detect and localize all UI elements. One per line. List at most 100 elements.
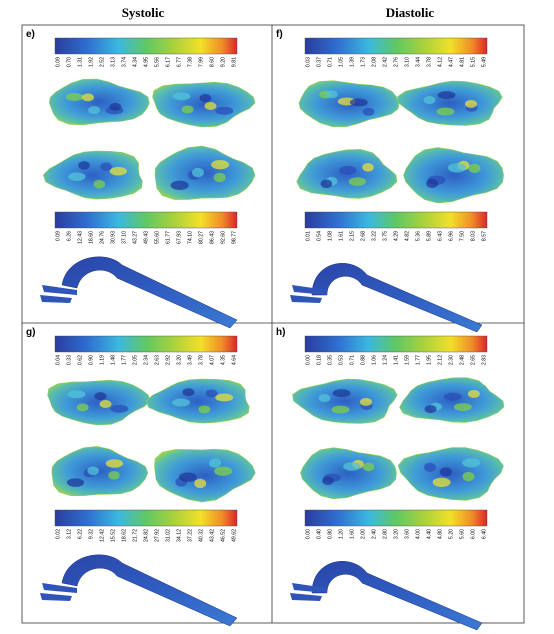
surface-render	[300, 447, 397, 500]
surface-shape	[47, 379, 151, 426]
colorbar-tick-label: 5.56	[154, 57, 160, 67]
surface-patch	[436, 107, 455, 116]
colorbar-tick-label: 6.00	[470, 529, 476, 539]
colorbar	[304, 211, 488, 229]
surface-patch	[194, 478, 207, 489]
surface-shape	[300, 447, 397, 500]
panel-label: h)	[276, 327, 285, 338]
colorbar-tick-label: 0.71	[349, 355, 355, 365]
colorbar-tick-label: 3.78	[426, 57, 432, 67]
surface-patch	[68, 172, 86, 181]
colorbar-tick-label: 3.75	[382, 231, 388, 241]
colorbar-tick-label: 2.52	[99, 57, 105, 67]
colorbar-tick-label: 18.60	[88, 231, 94, 244]
colorbar-tick-label: 1.24	[382, 355, 388, 365]
colorbar-tick-label: 3.49	[187, 355, 193, 365]
surface-patch	[209, 458, 222, 468]
colorbar-tick-label: 2.42	[382, 57, 388, 67]
colorbar-tick-label: 0.09	[55, 231, 61, 241]
panel-label: f)	[276, 29, 283, 40]
surface-patch	[172, 92, 191, 101]
vessel-shape	[61, 256, 238, 329]
colorbar-tick-label: 1.41	[393, 355, 399, 365]
surface-patch	[320, 179, 333, 189]
colorbar-tick-label: 0.04	[55, 355, 61, 365]
colorbar-tick-label: 3.13	[110, 57, 116, 67]
surface-render	[51, 446, 149, 497]
vessel-branch	[40, 285, 77, 303]
colorbar	[54, 211, 238, 229]
colorbar-tick-label: 1.59	[404, 355, 410, 365]
colorbar-tick-label: 4.12	[437, 57, 443, 67]
colorbar-tick-label: 2.08	[371, 57, 377, 67]
surface-patch	[318, 394, 331, 402]
surface-patch	[447, 163, 466, 173]
colorbar-tick-label: 7.38	[187, 57, 193, 67]
colorbar-tick-label: 0.54	[316, 231, 322, 241]
surface-patch	[93, 179, 106, 189]
colorbar-tick-label: 0.35	[327, 355, 333, 365]
colorbar-tick-label: 4.29	[393, 231, 399, 241]
colorbar-tick-label: 1.08	[327, 231, 333, 241]
colorbar-tick-label: 0.03	[305, 57, 311, 67]
colorbar-tick-label: 6.96	[448, 231, 454, 241]
colorbar-tick-label: 2.83	[481, 355, 487, 365]
colorbar-tick-label: 1.60	[349, 529, 355, 539]
colorbar	[304, 335, 488, 353]
surface-patch	[215, 106, 234, 115]
colorbar-tick-label: 2.65	[470, 355, 476, 365]
colorbar-tick-label: 7.50	[459, 231, 465, 241]
colorbar-tick-label: 40.32	[198, 529, 204, 542]
colorbar-tick-label: 4.80	[437, 529, 443, 539]
colorbar-tick-label: 49.62	[231, 529, 237, 542]
surface-patch	[349, 98, 368, 107]
colorbar	[304, 509, 488, 527]
colorbar-tick-label: 2.92	[165, 355, 171, 365]
vessel-shape	[61, 554, 238, 627]
panel-label: e)	[26, 29, 35, 40]
colorbar-tick-label: 4.95	[143, 57, 149, 67]
surface-patch	[468, 163, 481, 174]
colorbar-tick-label: 61.77	[165, 231, 171, 244]
surface-patch	[182, 388, 195, 397]
column-header: Diastolic	[386, 5, 435, 20]
surface-patch	[359, 397, 372, 406]
colorbar-tick-label: 30.93	[110, 231, 116, 244]
surface-patch	[109, 166, 127, 176]
colorbar-tick-label: 9.81	[231, 57, 237, 67]
surface-shape	[397, 80, 503, 126]
surface-patch	[325, 90, 338, 99]
colorbar-tick-label: 37.22	[187, 529, 193, 542]
colorbar-tick-label: 0.00	[305, 529, 311, 539]
surface-patch	[362, 107, 375, 116]
surface-patch	[105, 459, 124, 468]
surface-patch	[423, 462, 436, 472]
colorbar-tick-label: 3.20	[393, 529, 399, 539]
vessel-branch	[290, 583, 327, 601]
colorbar-tick-label: 4.00	[415, 529, 421, 539]
surface-patch	[108, 470, 120, 480]
colorbar-tick-label: 4.81	[459, 57, 465, 67]
vessel-render	[290, 561, 483, 631]
surface-patch	[100, 162, 112, 172]
surface-patch	[109, 102, 122, 111]
colorbar-tick-label: 0.80	[327, 529, 333, 539]
colorbar-tick-label: 86.43	[209, 231, 215, 244]
surface-patch	[67, 390, 86, 399]
surface-patch	[215, 393, 234, 402]
surface-shape	[154, 145, 256, 200]
colorbar-tick-label: 6.22	[77, 529, 83, 539]
surface-shape	[51, 446, 149, 497]
colorbar-tick-label: 8.57	[481, 231, 487, 241]
colorbar	[54, 509, 238, 527]
colorbar-tick-label: 1.39	[349, 57, 355, 67]
surface-patch	[198, 405, 211, 414]
surface-patch	[99, 400, 112, 408]
colorbar-tick-label: 0.00	[305, 355, 311, 365]
colorbar-tick-label: 12.42	[99, 529, 105, 542]
vessel-render	[290, 263, 483, 333]
surface-patch	[426, 178, 439, 189]
colorbar	[54, 37, 238, 55]
colorbar-tick-label: 0.71	[327, 57, 333, 67]
